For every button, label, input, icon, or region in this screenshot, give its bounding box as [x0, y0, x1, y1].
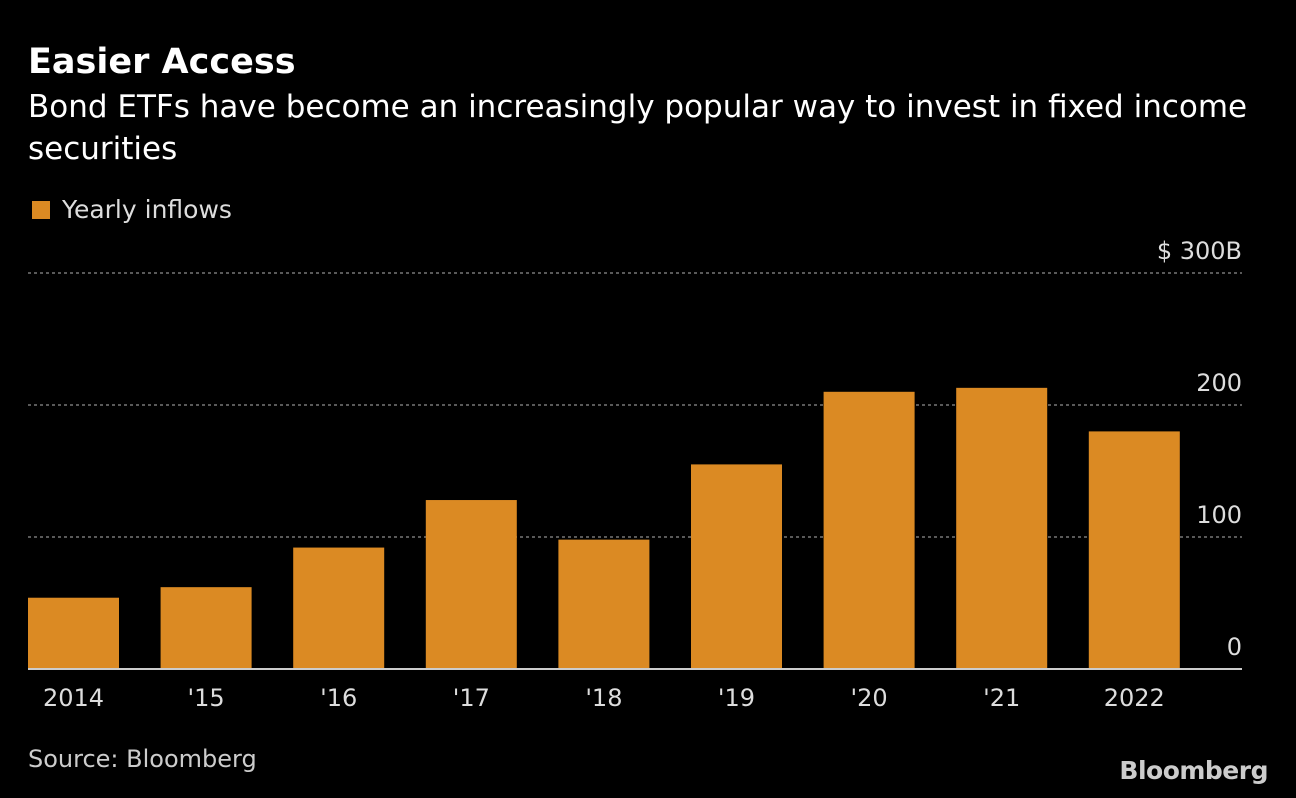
- legend: Yearly inflows: [32, 195, 232, 224]
- x-tick-label: '16: [320, 684, 357, 712]
- x-tick-label: '19: [718, 684, 755, 712]
- chart-title: Easier Access: [28, 42, 296, 82]
- y-tick-label: $ 300B: [1157, 237, 1242, 265]
- x-tick-label: '20: [851, 684, 888, 712]
- x-tick-label: '15: [188, 684, 225, 712]
- legend-label: Yearly inflows: [62, 195, 232, 224]
- bar: [823, 391, 915, 669]
- bloomberg-logo: Bloomberg: [1119, 756, 1268, 785]
- bar: [956, 387, 1048, 669]
- y-tick-label: 200: [1196, 369, 1242, 397]
- legend-swatch: [32, 200, 50, 219]
- source-note: Source: Bloomberg: [28, 745, 257, 773]
- bar: [1088, 431, 1180, 669]
- y-tick-label: 100: [1196, 501, 1242, 529]
- x-tick-label: 2022: [1104, 684, 1165, 712]
- y-tick-label: 0: [1227, 633, 1242, 661]
- bar: [28, 597, 119, 669]
- bar: [425, 500, 517, 669]
- bar: [293, 547, 385, 669]
- bar: [558, 539, 650, 669]
- x-tick-label: '21: [983, 684, 1020, 712]
- x-tick-label: 2014: [43, 684, 104, 712]
- chart-subtitle: Bond ETFs have become an increasingly po…: [28, 89, 1248, 167]
- bar: [691, 464, 782, 669]
- x-tick-label: '18: [585, 684, 622, 712]
- x-tick-label: '17: [453, 684, 490, 712]
- bar: [160, 587, 252, 669]
